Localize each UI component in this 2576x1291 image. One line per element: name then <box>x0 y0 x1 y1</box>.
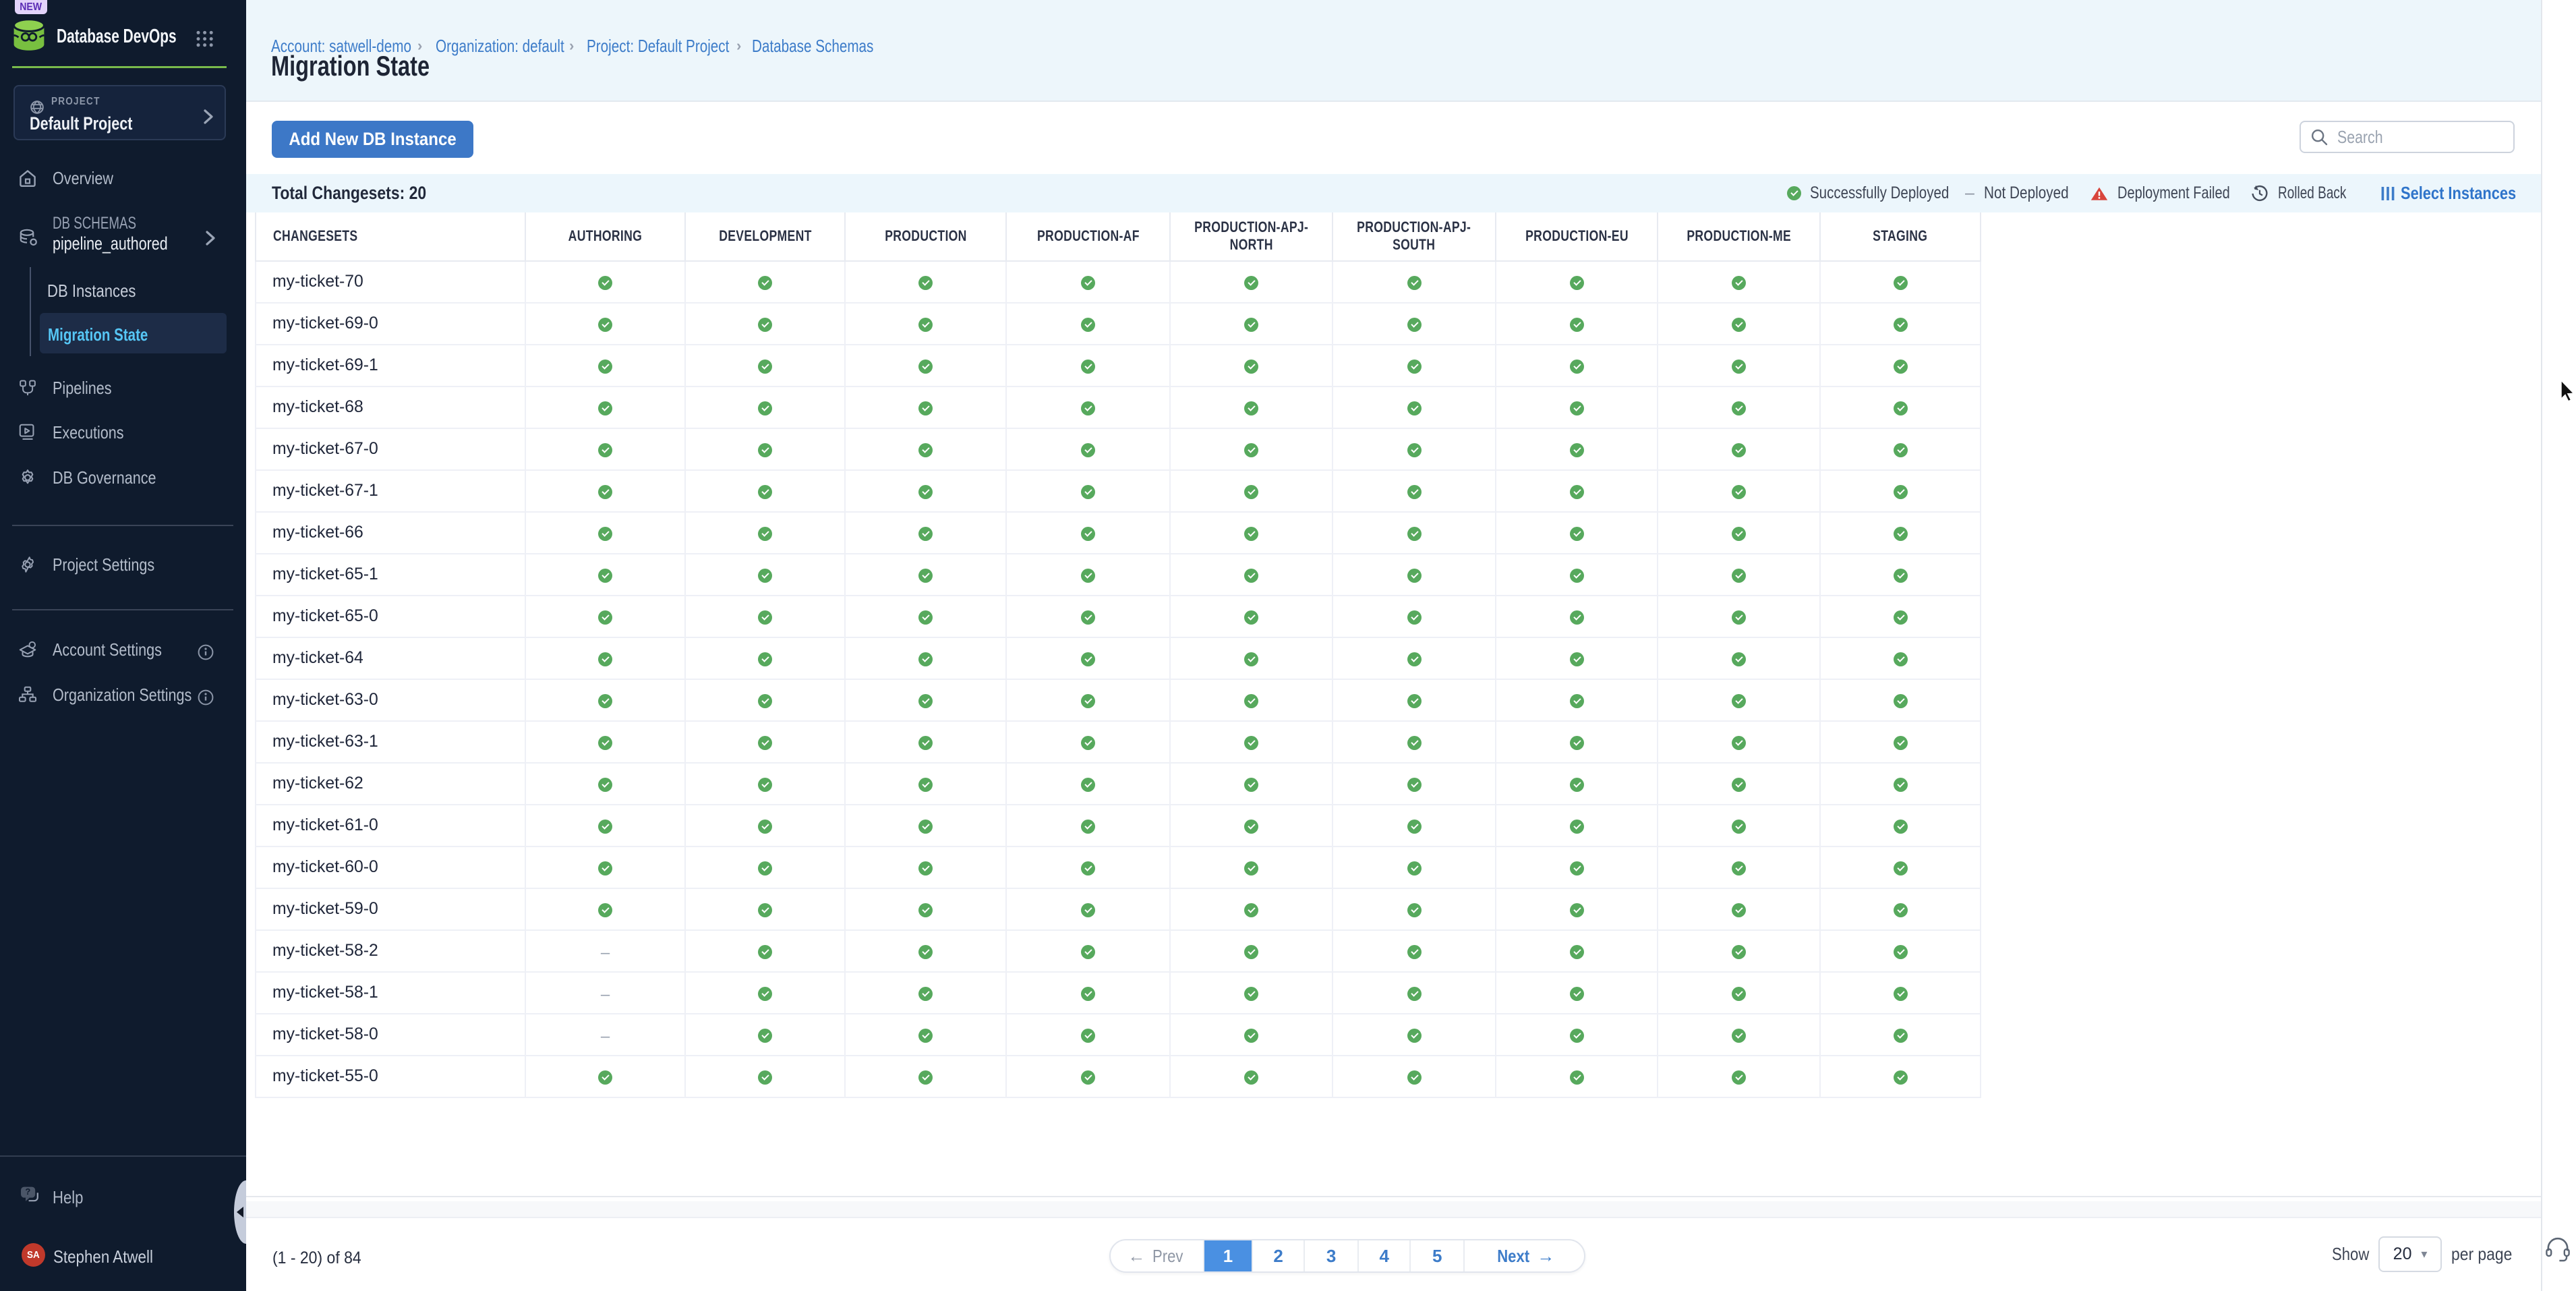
svg-text:?: ? <box>25 1186 30 1197</box>
